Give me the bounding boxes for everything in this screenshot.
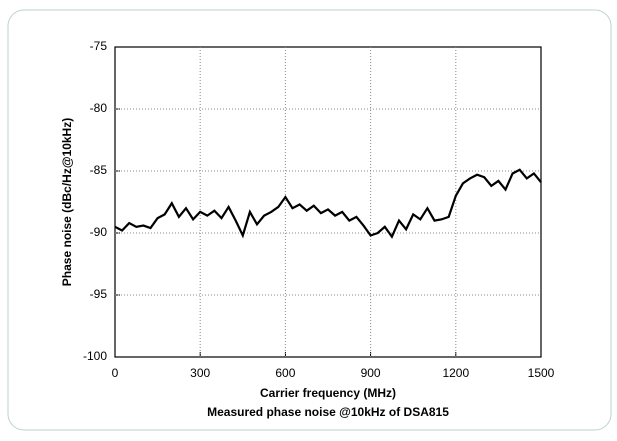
y-axis-label: Phase noise (dBc/Hz@10kHz) (60, 118, 74, 286)
y-tick-label: -95 (90, 287, 108, 301)
plot-area (114, 46, 542, 358)
data-line (114, 168, 542, 239)
x-tick-label: 600 (275, 366, 295, 380)
caption: Measured phase noise @10kHz of DSA815 (207, 405, 449, 419)
x-tick-label: 0 (112, 366, 119, 380)
x-tick-label: 1500 (528, 366, 555, 380)
x-axis-label: Carrier frequency (MHz) (260, 386, 396, 400)
x-tick-label: 300 (190, 366, 210, 380)
x-tick-label: 1200 (442, 366, 469, 380)
y-tick-label: -85 (90, 163, 108, 177)
y-tick-label: -80 (90, 101, 108, 115)
y-tick-label: -90 (90, 225, 108, 239)
y-tick-label: -100 (83, 349, 107, 363)
frame (7, 9, 612, 431)
x-tick-label: 900 (361, 366, 381, 380)
y-tick-label: -75 (90, 39, 108, 53)
